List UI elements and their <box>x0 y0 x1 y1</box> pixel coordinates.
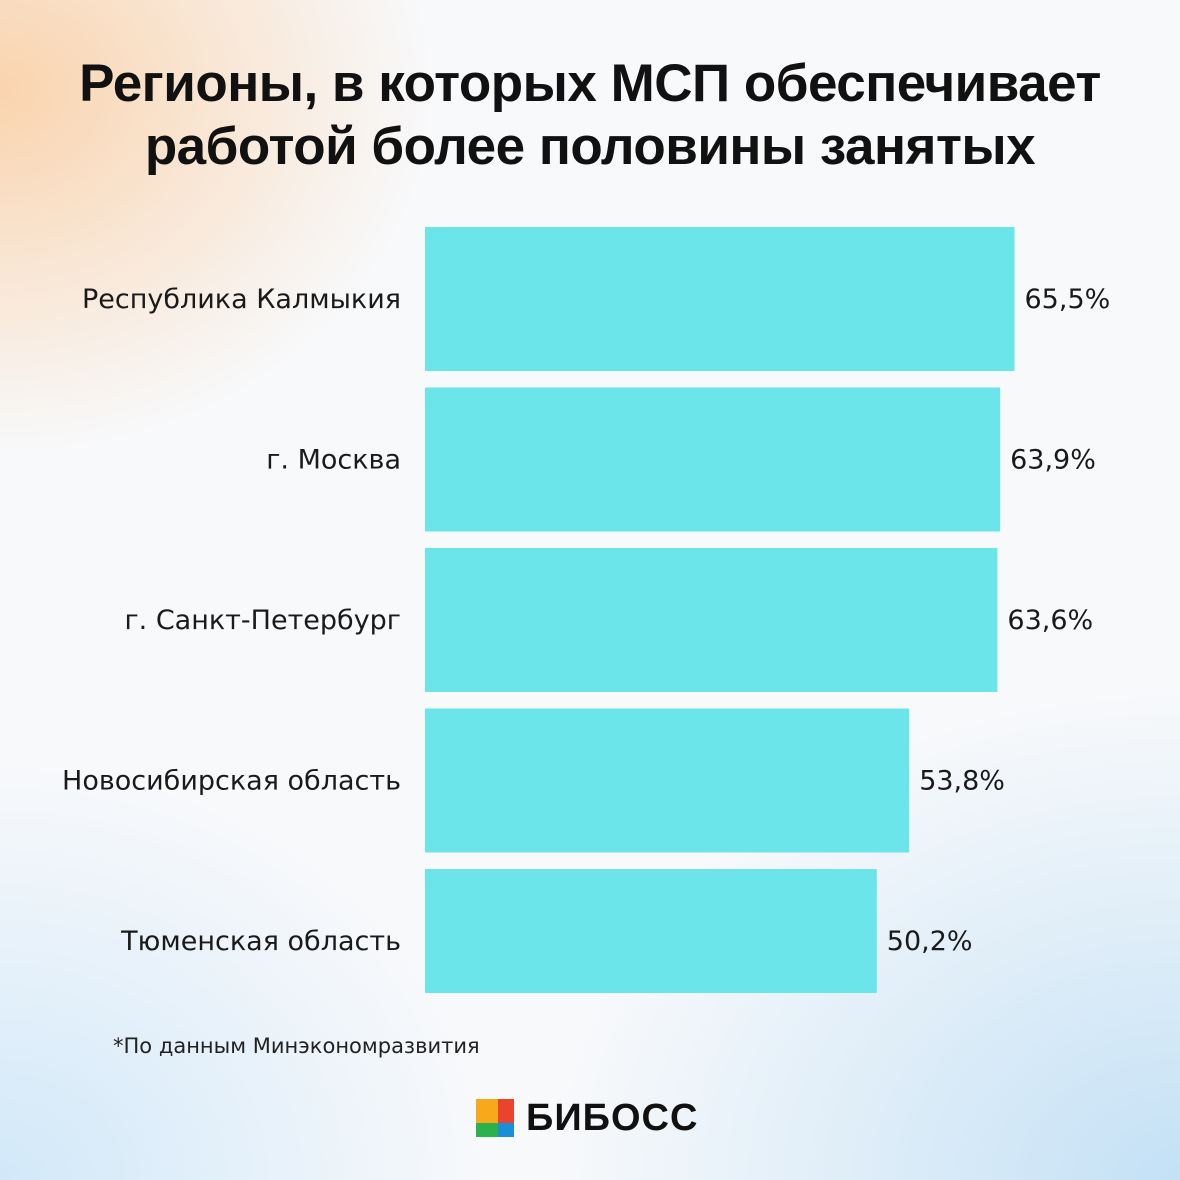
category-label-3: г. Санкт-Петербург <box>124 605 401 636</box>
category-label-1: Республика Калмыкия <box>82 284 401 315</box>
bibloss-logo-icon <box>476 1099 514 1137</box>
value-label-5: 50,2% <box>887 926 973 957</box>
source-footnote: *По данным Минэкономразвития <box>113 1034 480 1058</box>
logo-square-blue <box>498 1123 514 1137</box>
bar-4 <box>425 708 910 853</box>
bar-2 <box>425 387 1001 532</box>
logo-square-red <box>498 1099 514 1123</box>
chart-title-line-2: работой более половины занятых <box>144 117 1036 176</box>
chart-title-line-1: Регионы, в которых МСП обеспечивает <box>79 54 1101 113</box>
brand-logo[interactable]: БИБОСС <box>476 1098 698 1138</box>
bar-5 <box>425 869 877 993</box>
category-label-2: г. Москва <box>266 445 401 476</box>
category-label-5: Тюменская область <box>120 926 401 957</box>
logo-text: БИБОСС <box>526 1097 699 1139</box>
value-label-2: 63,9% <box>1010 445 1096 476</box>
value-label-3: 63,6% <box>1007 605 1093 636</box>
value-label-1: 65,5% <box>1025 284 1111 315</box>
chart-title: Регионы, в которых МСП обеспечивает рабо… <box>0 52 1180 178</box>
bar-3 <box>425 548 998 692</box>
category-label-4: Новосибирская область <box>62 766 401 797</box>
value-label-4: 53,8% <box>919 766 1005 797</box>
bar-1 <box>425 227 1015 371</box>
logo-square-green <box>476 1123 498 1137</box>
logo-square-orange <box>476 1099 498 1123</box>
